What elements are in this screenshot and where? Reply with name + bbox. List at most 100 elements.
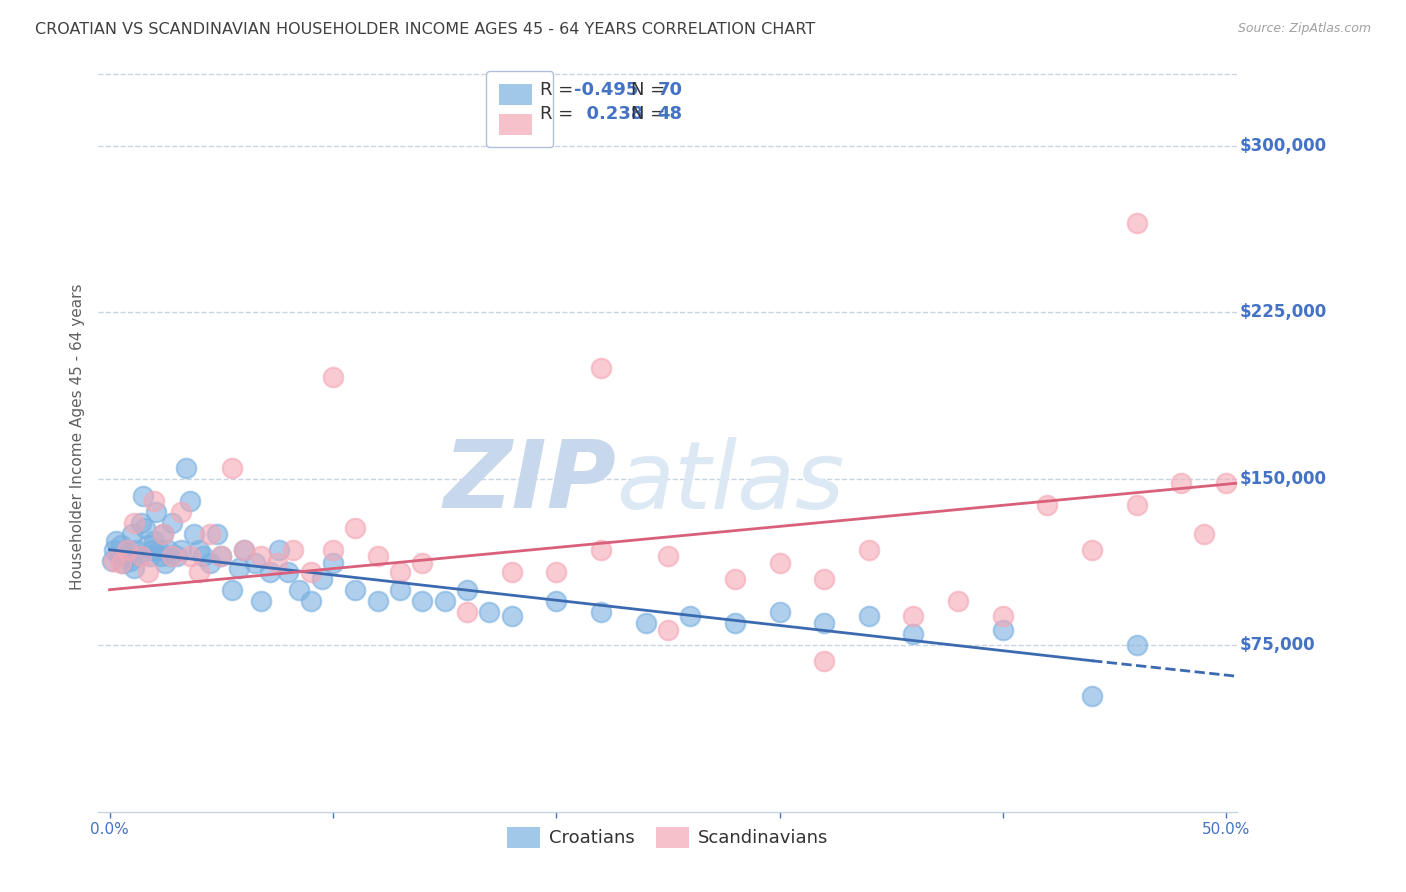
Point bbox=[250, 594, 273, 608]
Text: -0.495: -0.495 bbox=[575, 81, 638, 99]
Point bbox=[205, 527, 228, 541]
Point bbox=[768, 605, 790, 619]
Point bbox=[141, 542, 163, 557]
Point bbox=[232, 542, 254, 557]
Point bbox=[193, 549, 215, 564]
Text: $150,000: $150,000 bbox=[1240, 470, 1326, 488]
Text: R =: R = bbox=[540, 81, 574, 99]
Point bbox=[101, 554, 124, 568]
Text: CROATIAN VS SCANDINAVIAN HOUSEHOLDER INCOME AGES 45 - 64 YEARS CORRELATION CHART: CROATIAN VS SCANDINAVIAN HOUSEHOLDER INC… bbox=[35, 22, 815, 37]
Point bbox=[198, 527, 221, 541]
Point bbox=[546, 565, 568, 579]
Point bbox=[122, 560, 145, 574]
Point bbox=[367, 594, 389, 608]
Point bbox=[388, 565, 411, 579]
Point bbox=[160, 516, 183, 530]
Point bbox=[1170, 476, 1192, 491]
Point bbox=[259, 565, 281, 579]
Text: atlas: atlas bbox=[617, 436, 845, 527]
Point bbox=[501, 609, 523, 624]
Point bbox=[183, 527, 205, 541]
Point bbox=[724, 572, 747, 586]
Point bbox=[107, 549, 129, 564]
Text: N =: N = bbox=[631, 105, 665, 123]
Point bbox=[209, 549, 232, 564]
Point bbox=[903, 627, 925, 641]
Point bbox=[858, 609, 880, 624]
Text: R =: R = bbox=[540, 105, 574, 123]
Text: $300,000: $300,000 bbox=[1240, 136, 1327, 154]
Point bbox=[269, 542, 291, 557]
Point bbox=[148, 542, 170, 557]
Point bbox=[589, 360, 612, 375]
Point bbox=[187, 542, 209, 557]
Text: $75,000: $75,000 bbox=[1240, 636, 1315, 654]
Point bbox=[159, 549, 181, 564]
Point bbox=[456, 582, 478, 597]
Point bbox=[1126, 499, 1149, 513]
Text: 70: 70 bbox=[658, 81, 682, 99]
Point bbox=[103, 542, 125, 557]
Point bbox=[299, 565, 322, 579]
Point bbox=[858, 542, 880, 557]
Point bbox=[209, 549, 232, 564]
Point bbox=[1215, 476, 1237, 491]
Point bbox=[136, 538, 159, 552]
Point bbox=[129, 549, 152, 564]
Point bbox=[501, 565, 523, 579]
Point bbox=[367, 549, 389, 564]
Point bbox=[813, 615, 835, 630]
Point bbox=[179, 494, 201, 508]
Point bbox=[311, 572, 333, 586]
Point bbox=[156, 542, 179, 557]
Legend: Croatians, Scandinavians: Croatians, Scandinavians bbox=[501, 820, 835, 855]
Point bbox=[110, 556, 132, 570]
Text: N =: N = bbox=[631, 81, 665, 99]
Point bbox=[277, 565, 299, 579]
Point bbox=[589, 605, 612, 619]
Point bbox=[170, 542, 193, 557]
Point bbox=[136, 565, 159, 579]
Point bbox=[433, 594, 456, 608]
Point bbox=[111, 556, 134, 570]
Point bbox=[322, 369, 344, 384]
Point bbox=[129, 516, 152, 530]
Point bbox=[228, 560, 250, 574]
Point bbox=[179, 549, 201, 564]
Y-axis label: Householder Income Ages 45 - 64 years: Householder Income Ages 45 - 64 years bbox=[69, 284, 84, 591]
Point bbox=[250, 549, 273, 564]
Point bbox=[121, 527, 143, 541]
Point bbox=[281, 542, 304, 557]
Point bbox=[266, 556, 288, 570]
Text: Source: ZipAtlas.com: Source: ZipAtlas.com bbox=[1237, 22, 1371, 36]
Point bbox=[143, 533, 166, 548]
Text: ZIP: ZIP bbox=[444, 436, 617, 528]
Point bbox=[166, 549, 188, 564]
Point bbox=[657, 623, 679, 637]
Point bbox=[160, 549, 183, 564]
Point bbox=[1081, 690, 1104, 704]
Point bbox=[198, 556, 221, 570]
Point bbox=[134, 520, 156, 534]
Point bbox=[679, 609, 702, 624]
Point bbox=[1081, 542, 1104, 557]
Point bbox=[170, 505, 193, 519]
Point bbox=[103, 554, 125, 568]
Point bbox=[152, 527, 174, 541]
Point bbox=[478, 605, 501, 619]
Point bbox=[724, 615, 747, 630]
Point bbox=[813, 572, 835, 586]
Point bbox=[117, 542, 139, 557]
Point bbox=[322, 556, 344, 570]
Point bbox=[105, 533, 128, 548]
Point bbox=[1036, 499, 1059, 513]
Point bbox=[589, 542, 612, 557]
Point bbox=[388, 582, 411, 597]
Point bbox=[991, 609, 1014, 624]
Point bbox=[411, 594, 433, 608]
Point bbox=[903, 609, 925, 624]
Point bbox=[456, 605, 478, 619]
Point bbox=[1192, 527, 1215, 541]
Point bbox=[174, 460, 197, 475]
Point bbox=[546, 594, 568, 608]
